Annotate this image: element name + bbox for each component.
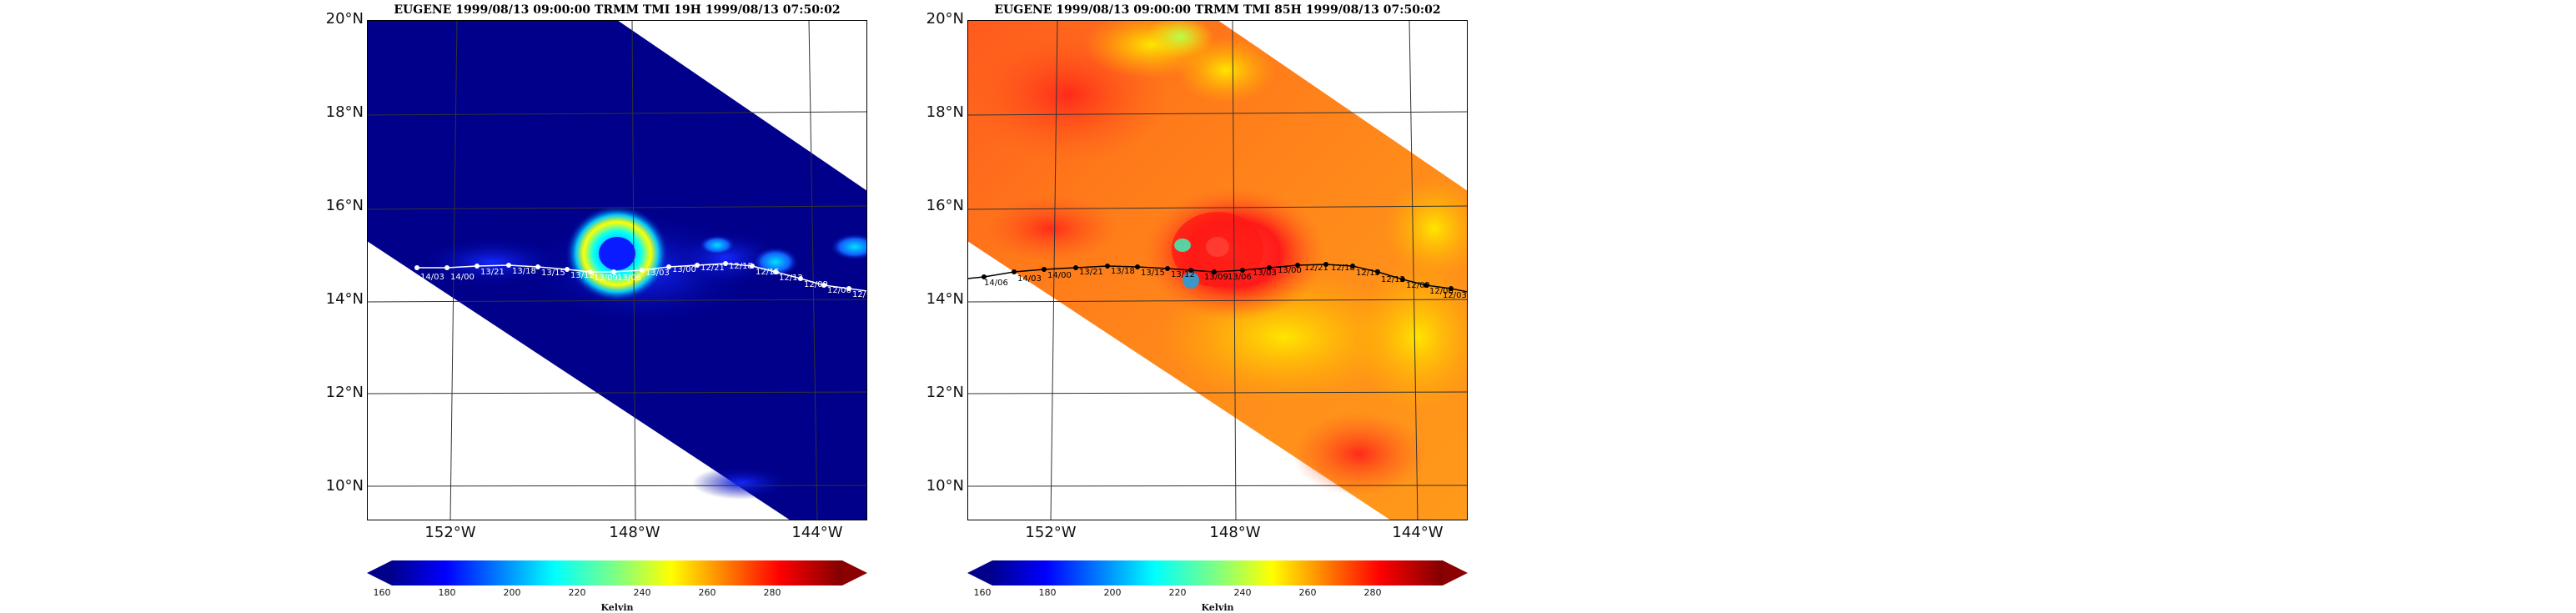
track-label: 13/03 bbox=[1253, 269, 1277, 278]
colorbar-tick: 240 bbox=[1233, 587, 1252, 598]
colorbar-tick: 220 bbox=[1168, 587, 1187, 598]
colorbar-tick: 200 bbox=[1103, 587, 1122, 598]
lat-label: 10°N bbox=[926, 477, 964, 495]
track-label: 12/06 bbox=[827, 286, 851, 295]
lat-label: 12°N bbox=[926, 384, 964, 401]
lat-label: 10°N bbox=[325, 477, 364, 495]
track-label: 12/03 bbox=[1443, 291, 1467, 300]
colorbar-tick: 280 bbox=[1363, 587, 1382, 598]
storm-track bbox=[967, 264, 1468, 293]
track-label: 12/03 bbox=[852, 290, 867, 299]
track-label: 13/15 bbox=[1141, 269, 1165, 278]
track-label: 13/15 bbox=[541, 269, 565, 278]
track-label: 14/03 bbox=[420, 273, 444, 282]
track-label: 13/09 bbox=[1204, 273, 1228, 282]
colorbar-tick: 280 bbox=[763, 587, 781, 598]
colorbar-tick: 160 bbox=[373, 587, 391, 598]
track-label: 12/15 bbox=[1356, 269, 1380, 278]
lon-label: 148°W bbox=[1209, 524, 1261, 541]
lon-label: 144°W bbox=[791, 524, 843, 541]
track-label: 14/06 bbox=[984, 279, 1008, 288]
track-label: 13/06 bbox=[617, 274, 641, 283]
track-label: 12/21 bbox=[1304, 264, 1328, 273]
colorbar bbox=[967, 560, 1468, 585]
track-label: 13/21 bbox=[480, 268, 505, 277]
lat-label: 14°N bbox=[325, 290, 364, 308]
track-label: 13/06 bbox=[1228, 273, 1252, 282]
track-label: 12/15 bbox=[756, 268, 780, 277]
storm-track bbox=[417, 263, 867, 292]
lat-label: 20°N bbox=[926, 10, 964, 28]
track-label: 12/06 bbox=[1429, 287, 1454, 296]
track-label: 12/09 bbox=[1406, 281, 1430, 290]
brightness-temperature-map: 14/06 14/03 14/00 13/21 13/18 13/15 13/1… bbox=[967, 20, 1468, 520]
track-label: 12/18 bbox=[1331, 264, 1355, 273]
colorbar-tick: 180 bbox=[438, 587, 456, 598]
track-label: 12/12 bbox=[779, 274, 803, 283]
lat-label: 18°N bbox=[325, 103, 364, 121]
track-label: 12/18 bbox=[729, 262, 753, 271]
track-label: 14/00 bbox=[1047, 271, 1072, 280]
panel-title: EUGENE 1999/08/13 09:00:00 TRMM TMI 19H … bbox=[394, 3, 841, 17]
lat-label: 12°N bbox=[325, 384, 364, 401]
colorbar-tick: 160 bbox=[973, 587, 992, 598]
lat-label: 16°N bbox=[325, 197, 364, 214]
colorbar-tick: 260 bbox=[698, 587, 716, 598]
colorbar-tick: 180 bbox=[1038, 587, 1057, 598]
colorbar-tick: 200 bbox=[503, 587, 521, 598]
lat-label: 20°N bbox=[325, 10, 364, 28]
lon-label: 152°W bbox=[424, 524, 476, 541]
track-label: 13/03 bbox=[645, 269, 670, 278]
track-label: 13/09 bbox=[594, 274, 618, 283]
colorbar-tick: 260 bbox=[1298, 587, 1317, 598]
track-label: 13/18 bbox=[512, 267, 536, 276]
lat-label: 18°N bbox=[926, 103, 964, 121]
lat-label: 14°N bbox=[926, 290, 964, 308]
brightness-temperature-map: 14/03 14/00 13/21 13/18 13/15 13/12 13/0… bbox=[367, 20, 867, 520]
colorbar-tick: 240 bbox=[633, 587, 651, 598]
track-label: 14/03 bbox=[1017, 274, 1042, 284]
panel-title: EUGENE 1999/08/13 09:00:00 TRMM TMI 85H … bbox=[994, 3, 1441, 17]
track-label: 13/12 bbox=[570, 271, 595, 280]
track-label: 13/00 bbox=[1278, 266, 1302, 275]
track-label: 13/00 bbox=[672, 265, 696, 274]
lon-label: 152°W bbox=[1025, 524, 1077, 541]
track-label: 12/12 bbox=[1381, 275, 1405, 284]
lat-label: 16°N bbox=[926, 197, 964, 214]
lon-label: 148°W bbox=[609, 524, 660, 541]
track-label: 13/12 bbox=[1171, 270, 1195, 279]
colorbar-tick: 220 bbox=[568, 587, 586, 598]
satellite-panel-19h: EUGENE 1999/08/13 09:00:00 TRMM TMI 19H … bbox=[317, 0, 951, 613]
colorbar-unit: Kelvin bbox=[1201, 602, 1234, 613]
satellite-panel-85h: EUGENE 1999/08/13 09:00:00 TRMM TMI 85H … bbox=[917, 0, 1551, 613]
track-label: 14/00 bbox=[450, 273, 475, 282]
track-label: 13/21 bbox=[1079, 268, 1103, 277]
colorbar bbox=[367, 560, 867, 585]
lon-label: 144°W bbox=[1392, 524, 1444, 541]
colorbar-unit: Kelvin bbox=[600, 602, 634, 613]
track-label: 12/09 bbox=[804, 280, 828, 289]
track-label: 13/18 bbox=[1111, 267, 1135, 276]
track-label: 12/21 bbox=[700, 264, 725, 273]
